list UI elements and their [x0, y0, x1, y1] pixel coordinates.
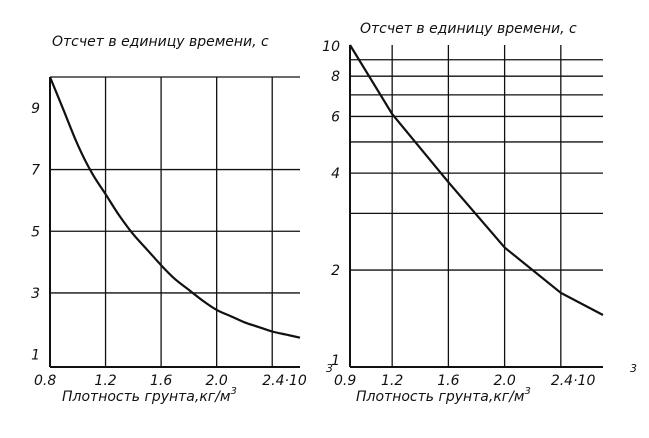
chart-2-x-exponent: 3: [630, 362, 637, 375]
chart-2-axes: [349, 45, 603, 368]
chart-2-xlabel-text: Плотность грунта,кг/м: [356, 389, 525, 405]
chart-2-xlabel-sup: 3: [524, 386, 530, 397]
chart-1-xlabel: Плотность грунта,кг/м3: [62, 386, 237, 405]
chart-1-x-exponent: 3: [326, 362, 333, 375]
chart-2-x-tick-labels: 0.9 1.2 1.6 2.0 2.4·10: [334, 373, 595, 389]
chart-2-title: Отсчет в единицу времени, с: [360, 21, 577, 37]
chart-2-grid: [350, 45, 603, 367]
chart-2-x-tick-label: 0.9: [334, 373, 356, 389]
chart-1-y-tick-label: 9: [31, 101, 40, 117]
chart-1-xlabel-sup: 3: [230, 386, 236, 397]
chart-2-y-tick-label: 2: [331, 263, 340, 279]
chart-2-series: [349, 44, 604, 316]
chart-1-xlabel-text: Плотность грунта,кг/м: [62, 389, 231, 405]
chart-1-y-tick-label: 7: [31, 163, 40, 179]
chart-1-grid: [50, 76, 300, 367]
chart-1-y-tick-label: 1: [31, 348, 40, 364]
chart-1-x-tick-labels: 0.8 1.2 1.6 2.0 2.4·10: [34, 373, 307, 389]
chart-2-y-tick-label: 6: [331, 109, 340, 125]
chart-1-x-tick-label: 1.6: [150, 373, 172, 389]
chart-1-x-tick-label: 2.4·10: [262, 373, 307, 389]
chart-2-x-tick-label: 2.4·10: [551, 373, 596, 389]
chart-1-title: Отсчет в единицу времени, с: [52, 34, 269, 50]
chart-2-y-tick-label: 10: [322, 39, 340, 55]
chart-2-xlabel: Плотность грунта,кг/м3: [356, 386, 531, 405]
chart-2: Отсчет в единицу времени, с 1 2 4 6 8 10 0.9 1…: [322, 21, 637, 405]
chart-1-x-tick-label: 1.2: [94, 373, 116, 389]
chart-2-y-tick-label: 8: [331, 69, 340, 85]
chart-2-x-tick-label: 1.6: [437, 373, 459, 389]
chart-2-y-tick-label: 4: [331, 166, 340, 182]
chart-1-series-line: [48, 76, 301, 339]
chart-2-series-line: [349, 44, 604, 316]
chart-1-x-tick-label: 2.0: [206, 373, 228, 389]
chart-1-axes: [49, 77, 300, 368]
chart-1-x-tick-label: 0.8: [34, 373, 56, 389]
chart-2-y-tick-label: 1: [331, 353, 340, 369]
chart-1: Отсчет в единицу времени, с 1 3 5 7 9 0.8 1.2…: [31, 34, 333, 405]
chart-1-y-tick-labels: 1 3 5 7 9: [31, 101, 40, 364]
chart-2-y-tick-labels: 1 2 4 6 8 10: [322, 39, 340, 369]
chart-1-series: [48, 76, 301, 339]
chart-1-y-tick-label: 5: [31, 224, 40, 240]
chart-2-x-tick-label: 1.2: [381, 373, 403, 389]
chart-1-y-tick-label: 3: [31, 286, 40, 302]
chart-2-x-tick-label: 2.0: [493, 373, 515, 389]
